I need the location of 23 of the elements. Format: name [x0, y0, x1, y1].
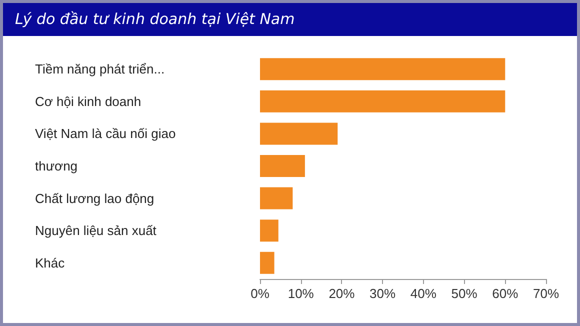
bar: [260, 58, 506, 80]
chart-title: Lý do đầu tư kinh doanh tại Việt Nam: [3, 3, 577, 36]
y-tick-label: Chất lương lao động: [35, 190, 154, 206]
x-tick-label: 50%: [451, 286, 478, 301]
y-tick-label: Nguyên liệu sản xuất: [35, 223, 157, 238]
bar: [260, 90, 506, 112]
y-tick-label: Việt Nam là cầu nối giao: [35, 126, 176, 142]
y-tick-label: Tiềm năng phát triển...: [35, 62, 165, 77]
y-tick-label: thương: [35, 158, 78, 174]
bar: [260, 187, 293, 210]
x-tick-label: 60%: [492, 286, 519, 301]
y-tick-label: Khác: [35, 255, 66, 270]
bar: [260, 155, 305, 177]
x-tick-label: 10%: [288, 286, 314, 301]
bar: [260, 220, 278, 242]
x-tick-label: 70%: [532, 286, 560, 301]
bar: [260, 252, 274, 274]
x-tick-label: 20%: [328, 286, 356, 301]
bar: [260, 122, 338, 145]
y-tick-label: Cơ hội kinh doanh: [35, 94, 142, 109]
x-tick-label: 40%: [410, 286, 437, 301]
x-tick-label: 30%: [370, 286, 396, 301]
x-tick-label: 0%: [250, 286, 270, 301]
